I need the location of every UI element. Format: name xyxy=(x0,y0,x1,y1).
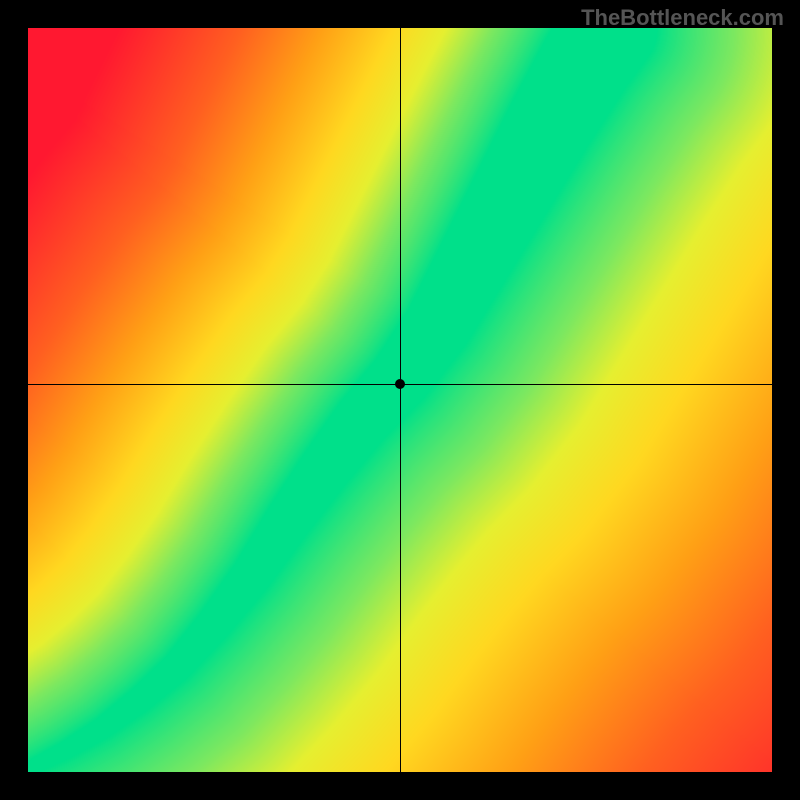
chart-container: TheBottleneck.com xyxy=(0,0,800,800)
plot-area xyxy=(28,28,772,772)
crosshair-vertical xyxy=(400,28,401,772)
watermark-text: TheBottleneck.com xyxy=(581,5,784,31)
intersection-marker xyxy=(395,379,405,389)
